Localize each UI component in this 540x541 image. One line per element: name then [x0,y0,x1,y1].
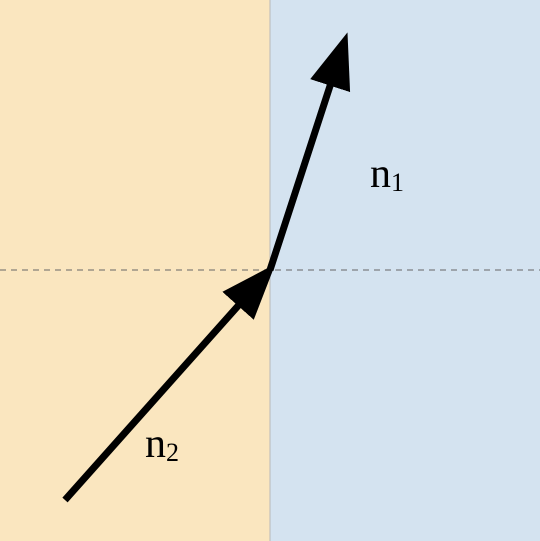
left-medium-region [0,0,270,541]
label-n2: n2 [145,420,179,468]
right-medium-region [270,0,540,541]
label-n1-sub: 1 [391,168,404,197]
label-n1: n1 [370,150,404,198]
label-n1-main: n [370,151,391,197]
label-n2-main: n [145,421,166,467]
label-n2-sub: 2 [166,438,179,467]
